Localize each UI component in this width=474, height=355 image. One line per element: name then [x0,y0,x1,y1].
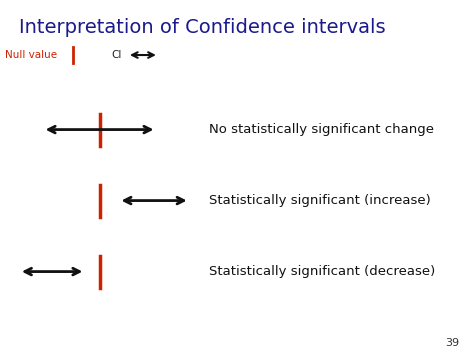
Text: Statistically significant (decrease): Statistically significant (decrease) [209,265,435,278]
Text: Statistically significant (increase): Statistically significant (increase) [209,194,430,207]
Text: No statistically significant change: No statistically significant change [209,123,434,136]
Text: 39: 39 [446,338,460,348]
Text: Interpretation of Confidence intervals: Interpretation of Confidence intervals [19,18,385,37]
Text: CI: CI [111,50,122,60]
Text: Null value: Null value [5,50,57,60]
